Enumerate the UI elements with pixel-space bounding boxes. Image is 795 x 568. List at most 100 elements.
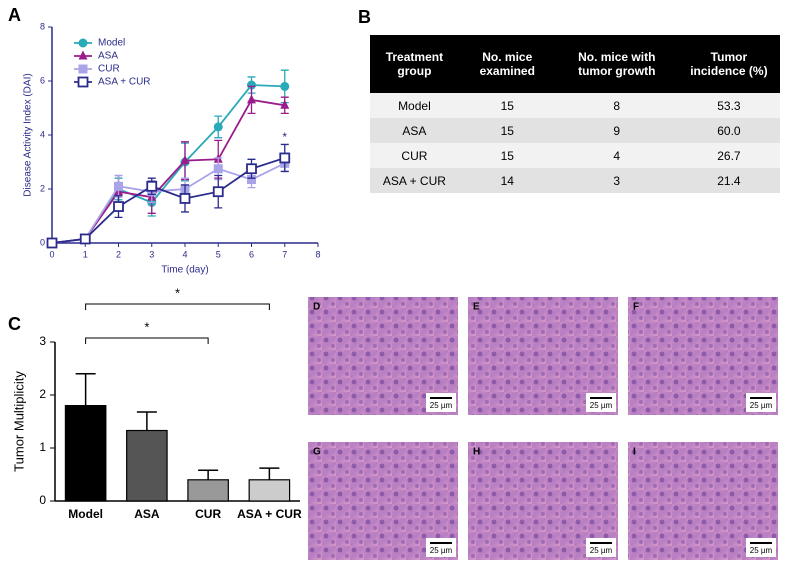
series-line xyxy=(51,157,286,244)
legend-label: Model xyxy=(98,38,125,49)
marker xyxy=(113,201,124,212)
table-row: ASA 15 9 60.0 xyxy=(370,118,780,143)
y-tick-label: 2 xyxy=(40,183,45,193)
bracket xyxy=(85,303,270,310)
scale-label: 25 µm xyxy=(590,401,613,410)
y-tick-label: 8 xyxy=(40,21,45,31)
bracket-label: * xyxy=(144,319,149,334)
x-tick-label: 0 xyxy=(49,249,54,259)
table-cell: 26.7 xyxy=(677,143,780,168)
y-tick-label: 3 xyxy=(39,334,46,348)
x-tick-label: 4 xyxy=(182,249,187,259)
annotation: * xyxy=(282,130,287,144)
marker xyxy=(114,181,123,191)
marker xyxy=(213,122,223,132)
table-cell: 53.3 xyxy=(677,93,780,118)
marker xyxy=(247,175,256,185)
y-tick-label: 4 xyxy=(40,129,45,139)
table-row: ASA + CUR 14 3 21.4 xyxy=(370,168,780,193)
marker xyxy=(246,163,257,175)
scale-label: 25 µm xyxy=(750,401,773,410)
table-cell: 14 xyxy=(458,168,556,193)
header-row: Treatment group No. mice examined No. mice… xyxy=(370,35,780,93)
y-tick-label: 6 xyxy=(40,75,45,85)
y-axis-label: Disease Activity Index (DAI) xyxy=(23,73,34,196)
table-cell: 9 xyxy=(555,118,678,143)
marker xyxy=(79,233,91,245)
panel-label: A xyxy=(8,5,21,25)
table-cell: 15 xyxy=(458,143,556,168)
bracket-label: * xyxy=(175,285,180,300)
x-tick-label: ASA + CUR xyxy=(237,507,302,521)
header-cell: No. mice with tumor growth xyxy=(555,35,678,93)
marker xyxy=(280,81,290,91)
marker xyxy=(78,50,88,60)
y-tick-label: 1 xyxy=(39,440,46,454)
table-cell: 60.0 xyxy=(677,118,780,143)
x-tick-label: 6 xyxy=(249,249,254,259)
bar xyxy=(126,429,168,502)
legend-label: CUR xyxy=(98,64,120,75)
table-cell: Model xyxy=(370,93,459,118)
panel-label: C xyxy=(8,314,21,334)
marker xyxy=(78,38,88,48)
marker xyxy=(146,180,158,192)
marker xyxy=(279,152,291,164)
image-label: E xyxy=(473,302,480,313)
image-label: G xyxy=(313,447,321,458)
y-tick-label: 0 xyxy=(40,237,45,247)
table: Treatment group No. mice examined No. mice… xyxy=(370,35,780,193)
panel-label: B xyxy=(358,7,371,27)
bar xyxy=(248,479,291,502)
marker xyxy=(77,76,89,88)
legend-label: ASA + CUR xyxy=(98,77,151,88)
scale-label: 25 µm xyxy=(430,546,453,555)
marker xyxy=(78,64,88,74)
error-bar xyxy=(198,469,219,480)
series-line xyxy=(51,162,286,244)
header-cell: Tumor incidence (%) xyxy=(677,35,780,93)
legend-label: ASA xyxy=(98,51,118,62)
x-tick-label: 1 xyxy=(83,249,88,259)
x-tick-label: 7 xyxy=(282,249,287,259)
table-cell: 3 xyxy=(555,168,678,193)
bar xyxy=(64,405,107,502)
marker xyxy=(247,80,256,90)
marker xyxy=(212,186,224,198)
x-tick-label: 2 xyxy=(116,249,121,259)
marker xyxy=(247,94,256,104)
x-tick-label: 8 xyxy=(315,249,320,259)
error-bar xyxy=(259,467,280,480)
table-cell: 15 xyxy=(458,93,556,118)
table-cell: 15 xyxy=(458,118,556,143)
error-bar xyxy=(75,373,96,406)
marker xyxy=(180,155,190,165)
table-cell: CUR xyxy=(370,143,459,168)
marker xyxy=(213,164,223,174)
x-tick-label: 5 xyxy=(216,249,221,259)
scale-label: 25 µm xyxy=(430,401,453,410)
image-label: D xyxy=(313,302,320,313)
image-label: F xyxy=(633,302,639,313)
header-cell: Treatment group xyxy=(370,35,459,93)
bar xyxy=(187,479,229,502)
table-cell: ASA xyxy=(370,118,459,143)
scale-label: 25 µm xyxy=(590,546,613,555)
table-cell: 21.4 xyxy=(677,168,780,193)
marker xyxy=(179,193,191,204)
x-axis-label: Time (day) xyxy=(161,265,208,276)
y-axis-label: Tumor Multiplicity xyxy=(11,371,26,472)
x-tick-label: ASA xyxy=(134,507,160,521)
marker xyxy=(280,99,290,109)
image-label: I xyxy=(633,447,636,458)
image-label: H xyxy=(473,447,480,458)
table-row: CUR 15 4 26.7 xyxy=(370,143,780,168)
table-cell: 8 xyxy=(555,93,678,118)
x-tick-label: Model xyxy=(68,507,103,521)
y-tick-label: 2 xyxy=(39,387,46,401)
x-tick-label: CUR xyxy=(195,507,221,521)
y-tick-label: 0 xyxy=(39,493,46,507)
